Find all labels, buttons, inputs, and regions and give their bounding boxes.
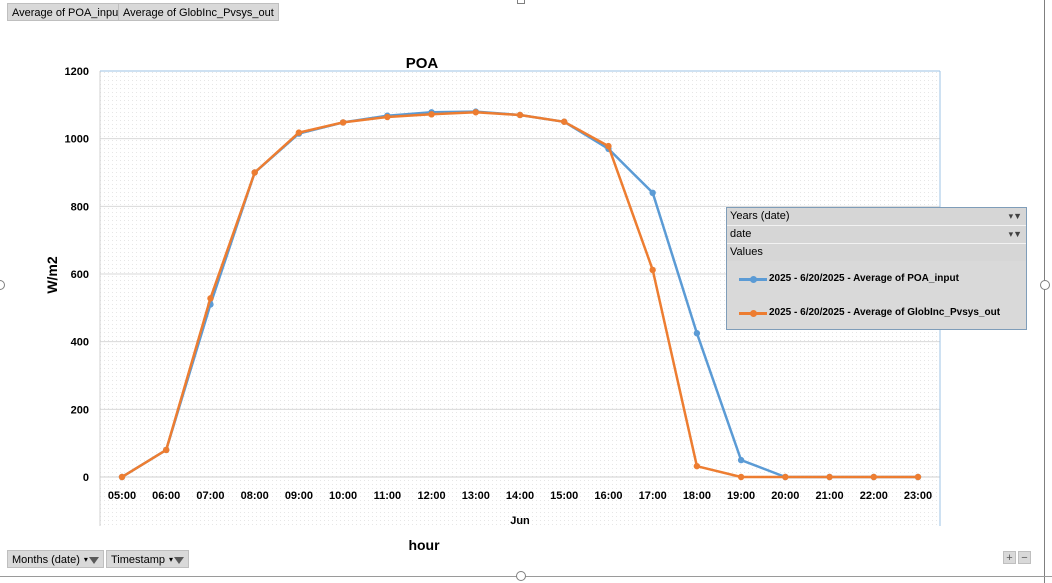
- x-tick-label: 19:00: [727, 490, 755, 502]
- legend-field-date[interactable]: date ▾▼: [727, 226, 1026, 244]
- data-point-2: [782, 473, 789, 481]
- filter-icon[interactable]: ▾▼: [1008, 211, 1022, 221]
- chart-title: POA: [406, 55, 439, 72]
- x-tick-label: 05:00: [108, 490, 136, 502]
- legend-marker-poa: [750, 276, 757, 283]
- legend-values-label: Values: [730, 246, 763, 258]
- y-tick-label: 400: [71, 337, 89, 349]
- chart-legend: Years (date) ▾▼ date ▾▼ Values 2025 - 6/…: [726, 207, 1027, 330]
- resize-handle-top[interactable]: [517, 0, 525, 4]
- x-tick-label: 08:00: [241, 490, 269, 502]
- x-tick-label: 21:00: [815, 490, 843, 502]
- data-point-2: [870, 473, 877, 481]
- y-tick-label: 800: [71, 201, 89, 213]
- x-group-label: Jun: [510, 515, 530, 527]
- zoom-in-button[interactable]: +: [1003, 551, 1016, 564]
- legend-field-date-label: date: [730, 228, 752, 240]
- data-point-2: [561, 118, 568, 125]
- y-tick-label: 0: [83, 472, 89, 484]
- dropdown-icon[interactable]: ▾: [169, 555, 174, 565]
- x-tick-label: 06:00: [152, 490, 180, 502]
- resize-handle-bottom[interactable]: [516, 571, 526, 581]
- data-point-2: [472, 109, 479, 116]
- data-point-2: [118, 473, 126, 481]
- chart-frame-bottom: [0, 576, 1052, 577]
- pivot-axis-months-label: Months (date): [12, 554, 80, 566]
- data-point-2: [207, 295, 214, 302]
- legend-values-header: Values: [727, 244, 1026, 261]
- resize-handle-right[interactable]: [1040, 280, 1050, 290]
- legend-marker-globinc: [750, 310, 757, 317]
- x-tick-label: 15:00: [550, 490, 578, 502]
- y-tick-label: 1000: [65, 134, 89, 146]
- data-point-1: [693, 330, 701, 337]
- x-tick-label: 22:00: [860, 490, 888, 502]
- y-tick-label: 200: [71, 404, 89, 416]
- pivot-field-globinc[interactable]: Average of GlobInc_Pvsys_out: [118, 3, 279, 21]
- x-tick-label: 20:00: [771, 490, 799, 502]
- x-tick-label: 11:00: [374, 490, 402, 502]
- data-point-2: [914, 473, 922, 481]
- dropdown-icon[interactable]: ▾: [83, 555, 88, 565]
- zoom-out-button[interactable]: −: [1018, 551, 1031, 564]
- data-point-2: [384, 113, 391, 121]
- x-axis-label: hour: [408, 537, 440, 553]
- x-tick-label: 23:00: [904, 490, 932, 502]
- filter-icon[interactable]: [88, 556, 99, 564]
- x-tick-label: 18:00: [683, 490, 711, 502]
- data-point-2: [428, 111, 435, 118]
- data-point-1: [737, 456, 745, 464]
- filter-icon[interactable]: [174, 556, 185, 564]
- x-tick-label: 07:00: [196, 490, 224, 502]
- chart-frame-right: [1044, 0, 1045, 583]
- y-tick-label: 600: [71, 269, 89, 281]
- legend-field-years-label: Years (date): [730, 210, 790, 222]
- data-point-2: [737, 473, 745, 481]
- x-tick-label: 09:00: [285, 490, 313, 502]
- legend-entry-globinc[interactable]: 2025 - 6/20/2025 - Average of GlobInc_Pv…: [739, 307, 1019, 321]
- data-point-2: [251, 169, 258, 176]
- legend-entry-poa-label: 2025 - 6/20/2025 - Average of POA_input: [769, 273, 959, 284]
- x-tick-label: 12:00: [417, 490, 445, 502]
- pivot-axis-timestamp[interactable]: Timestamp ▾: [106, 550, 190, 568]
- data-point-2: [339, 119, 347, 126]
- y-axis-label: W/m2: [44, 256, 60, 294]
- legend-entry-globinc-label: 2025 - 6/20/2025 - Average of GlobInc_Pv…: [769, 307, 1001, 318]
- data-point-2: [516, 111, 524, 119]
- legend-entry-poa[interactable]: 2025 - 6/20/2025 - Average of POA_input: [739, 273, 1019, 287]
- data-point-1: [649, 189, 656, 196]
- x-tick-label: 16:00: [594, 490, 622, 502]
- filter-icon[interactable]: ▾▼: [1008, 229, 1022, 239]
- data-point-2: [295, 129, 303, 136]
- x-tick-label: 13:00: [462, 490, 490, 502]
- data-point-2: [605, 142, 612, 150]
- x-tick-label: 14:00: [506, 490, 534, 502]
- data-point-2: [826, 473, 833, 481]
- legend-field-years[interactable]: Years (date) ▾▼: [727, 208, 1026, 226]
- x-tick-label: 10:00: [329, 490, 357, 502]
- pivot-axis-months[interactable]: Months (date) ▾: [7, 550, 104, 568]
- data-point-2: [693, 462, 701, 470]
- pivot-axis-timestamp-label: Timestamp: [111, 554, 165, 566]
- y-tick-label: 1200: [65, 66, 89, 78]
- data-point-2: [649, 266, 656, 274]
- pivot-field-poa-input[interactable]: Average of POA_input: [7, 3, 127, 21]
- data-point-2: [163, 446, 170, 454]
- x-tick-label: 17:00: [639, 490, 667, 502]
